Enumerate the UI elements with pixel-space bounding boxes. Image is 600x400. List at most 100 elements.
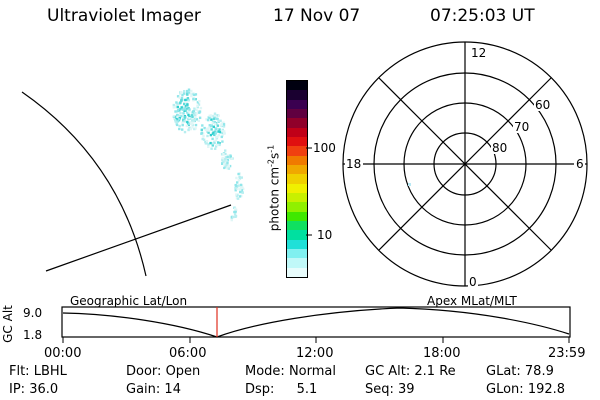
gain-readout: Gain: 14 — [126, 382, 181, 397]
emission-pixel — [211, 137, 214, 141]
emission-pixel — [177, 109, 180, 112]
emission-pixel — [194, 116, 197, 119]
emission-pixel — [192, 97, 195, 101]
emission-pixel — [218, 143, 221, 147]
emission-pixel — [198, 116, 202, 119]
emission-pixel — [180, 98, 183, 102]
emission-pixel — [224, 158, 227, 161]
emission-pixel — [219, 130, 222, 134]
emission-pixel — [172, 106, 175, 109]
emission-pixel — [207, 129, 211, 132]
emission-pixel — [190, 89, 193, 93]
emission-pixel — [194, 123, 198, 127]
emission-pixel — [192, 113, 195, 117]
emission-pixel — [189, 127, 192, 131]
emission-pixel — [241, 191, 244, 194]
emission-pixel — [213, 114, 216, 117]
dsp-readout: Dsp: 5.1 — [245, 382, 318, 397]
emission-pixel — [185, 107, 188, 110]
emission-pixel — [194, 98, 197, 101]
emission-pixel — [187, 98, 191, 102]
emission-pixel — [207, 145, 210, 148]
emission-pixel — [221, 156, 224, 160]
time-tick-0600: 06:00 — [169, 346, 207, 361]
emission-pixel — [220, 122, 223, 125]
emission-pixel — [203, 126, 206, 130]
emission-pixel — [183, 107, 186, 110]
emission-pixel — [193, 107, 196, 110]
emission-pixel — [183, 116, 186, 119]
emission-pixel — [187, 107, 190, 110]
emission-pixel — [237, 179, 241, 182]
emission-pixel — [214, 145, 218, 148]
emission-pixel — [206, 134, 209, 138]
emission-pixel — [194, 118, 197, 121]
emission-pixel — [201, 137, 204, 141]
emission-pixel — [190, 119, 194, 122]
emission-pixel — [206, 127, 209, 131]
emission-pixel — [237, 184, 240, 187]
emission-pixel — [186, 93, 189, 96]
emission-pixel — [188, 126, 191, 129]
emission-pixel — [200, 131, 204, 134]
emission-pixel — [227, 164, 230, 168]
emission-pixel — [183, 117, 186, 120]
time-label: 07:25:03 UT — [430, 6, 535, 26]
emission-pixel — [239, 183, 243, 187]
emission-pixel — [192, 99, 195, 102]
emission-pixel — [196, 105, 199, 109]
colorbar-segment — [287, 155, 307, 165]
emission-pixel — [221, 134, 224, 137]
emission-pixel — [196, 104, 199, 107]
colorbar-segment — [287, 267, 307, 277]
emission-pixel — [235, 193, 238, 196]
emission-pixel — [181, 128, 184, 131]
emission-pixel — [182, 92, 186, 95]
emission-pixel — [234, 187, 237, 190]
emission-pixel — [179, 101, 182, 104]
emission-pixel — [180, 106, 183, 109]
emission-pixel — [189, 92, 192, 95]
emission-pixel — [224, 161, 228, 164]
emission-pixel — [204, 142, 208, 145]
emission-pixel — [187, 109, 190, 113]
emission-pixel — [183, 102, 186, 106]
polar-diagonal-2 — [378, 77, 552, 251]
emission-pixel — [197, 103, 201, 106]
colorbar-label: photon cm-2s-1 — [266, 144, 282, 232]
emission-pixel — [202, 135, 205, 138]
emission-pixel — [219, 124, 222, 127]
emission-pixel — [236, 187, 239, 191]
emission-pixel — [172, 103, 175, 107]
emission-pixel — [220, 153, 224, 156]
emission-pixel — [206, 130, 209, 133]
emission-pixel — [173, 115, 176, 118]
emission-pixel — [175, 101, 178, 104]
emission-pixel — [182, 105, 185, 108]
emission-pixel — [240, 189, 244, 192]
emission-pixel — [187, 113, 190, 117]
time-tick-1800: 18:00 — [423, 346, 461, 361]
emission-pixel — [230, 157, 233, 160]
emission-pixel — [194, 112, 197, 115]
earth-limb-arc — [21, 91, 147, 277]
emission-pixel — [223, 166, 226, 170]
colorbar-segment — [287, 127, 307, 137]
colorbar-segment — [287, 183, 307, 193]
emission-pixel — [179, 112, 182, 115]
emission-pixel — [208, 114, 211, 117]
emission-pixel — [175, 123, 179, 127]
terminator-line — [45, 204, 232, 272]
mlat-label-80: 80 — [492, 141, 507, 155]
emission-pixel — [199, 106, 203, 110]
emission-pixel — [174, 110, 177, 113]
emission-pixel — [232, 215, 235, 219]
emission-pixel — [226, 158, 230, 162]
emission-pixel — [176, 95, 180, 98]
emission-pixel — [187, 128, 190, 132]
emission-pixel — [226, 155, 229, 159]
emission-pixel — [187, 91, 191, 94]
emission-pixel — [224, 156, 228, 159]
emission-pixel — [220, 123, 224, 127]
glat-readout: GLat: 78.9 — [486, 364, 554, 379]
